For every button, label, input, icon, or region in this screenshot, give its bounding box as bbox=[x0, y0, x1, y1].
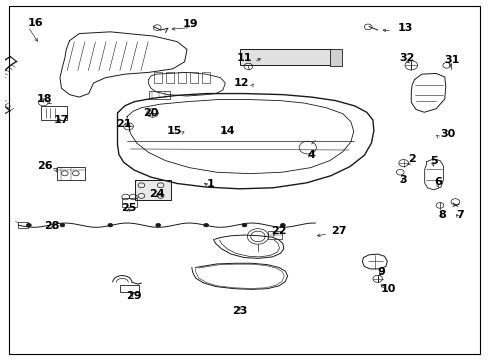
Circle shape bbox=[280, 224, 285, 227]
Text: 17: 17 bbox=[54, 115, 69, 125]
Text: 7: 7 bbox=[455, 210, 463, 220]
Text: 28: 28 bbox=[44, 221, 60, 231]
Text: 8: 8 bbox=[437, 210, 445, 220]
Circle shape bbox=[203, 224, 208, 227]
Bar bbox=[239, 49, 330, 65]
Bar bbox=[190, 72, 198, 83]
Text: 23: 23 bbox=[231, 306, 247, 315]
Text: 18: 18 bbox=[36, 94, 52, 104]
Text: 21: 21 bbox=[116, 118, 131, 129]
Text: 32: 32 bbox=[399, 53, 414, 63]
Text: 27: 27 bbox=[330, 226, 346, 236]
Text: 3: 3 bbox=[398, 175, 406, 185]
Text: 20: 20 bbox=[143, 108, 159, 118]
Text: 24: 24 bbox=[149, 189, 165, 199]
Text: 31: 31 bbox=[443, 55, 458, 65]
Text: 1: 1 bbox=[206, 179, 214, 189]
Text: 30: 30 bbox=[439, 129, 454, 139]
Bar bbox=[202, 72, 209, 83]
Bar bbox=[122, 198, 137, 207]
Text: 15: 15 bbox=[166, 126, 182, 136]
Bar bbox=[267, 231, 281, 239]
Circle shape bbox=[26, 224, 31, 227]
Text: 16: 16 bbox=[28, 18, 43, 28]
Text: 6: 6 bbox=[434, 177, 442, 187]
Circle shape bbox=[242, 224, 246, 227]
Bar bbox=[154, 72, 162, 83]
Bar bbox=[148, 91, 170, 99]
Text: 4: 4 bbox=[307, 150, 315, 160]
Circle shape bbox=[60, 224, 64, 227]
Text: 25: 25 bbox=[121, 203, 136, 213]
Text: 13: 13 bbox=[397, 23, 412, 33]
Text: 29: 29 bbox=[126, 292, 142, 301]
Text: 14: 14 bbox=[220, 126, 235, 136]
Bar bbox=[18, 222, 28, 228]
Text: 9: 9 bbox=[376, 267, 384, 277]
Bar bbox=[135, 180, 171, 201]
Text: 19: 19 bbox=[182, 19, 198, 29]
Text: 2: 2 bbox=[407, 154, 415, 164]
Circle shape bbox=[156, 224, 160, 227]
Bar bbox=[57, 167, 85, 180]
Bar bbox=[329, 49, 341, 66]
Bar bbox=[178, 72, 185, 83]
Text: 10: 10 bbox=[380, 284, 395, 294]
Circle shape bbox=[108, 224, 112, 227]
Text: 5: 5 bbox=[429, 156, 437, 166]
Text: 11: 11 bbox=[236, 53, 251, 63]
Text: 12: 12 bbox=[233, 78, 249, 88]
Bar bbox=[120, 285, 139, 292]
Bar bbox=[166, 72, 174, 83]
Bar bbox=[41, 106, 67, 120]
Text: 22: 22 bbox=[270, 226, 286, 236]
Text: 26: 26 bbox=[37, 161, 53, 171]
